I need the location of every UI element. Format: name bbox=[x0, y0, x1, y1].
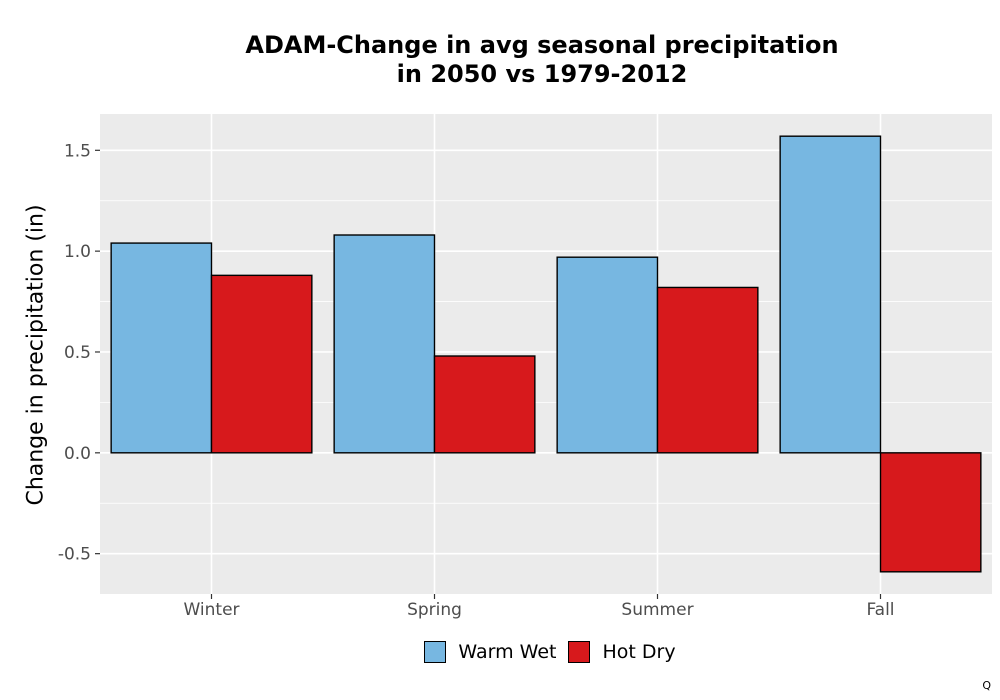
legend-item-warm-wet: Warm Wet bbox=[424, 641, 556, 663]
bar-hot-dry-winter bbox=[210, 274, 313, 454]
legend: Warm Wet Hot Dry bbox=[0, 641, 1000, 663]
y-tick-label: 0.0 bbox=[64, 444, 91, 464]
bar-warm-wet-winter bbox=[110, 242, 213, 454]
corner-mark: Q bbox=[982, 679, 991, 692]
x-tick-label: Fall bbox=[866, 600, 894, 620]
legend-key-warm-wet bbox=[424, 641, 447, 663]
y-tick-label: -0.5 bbox=[58, 545, 91, 565]
bar-hot-dry-summer bbox=[656, 286, 759, 454]
bar-hot-dry-fall bbox=[879, 452, 982, 573]
bar-warm-wet-fall bbox=[779, 135, 882, 454]
legend-key-hot-dry bbox=[568, 641, 591, 663]
x-tick-label: Spring bbox=[407, 600, 462, 620]
x-tick-label: Winter bbox=[183, 600, 239, 620]
legend-label-warm-wet: Warm Wet bbox=[458, 641, 557, 663]
x-tick-label: Summer bbox=[621, 600, 693, 620]
bar-warm-wet-spring bbox=[333, 234, 436, 454]
bar-hot-dry-spring bbox=[433, 355, 536, 454]
chart-title: ADAM-Change in avg seasonal precipitatio… bbox=[245, 31, 839, 88]
bar-warm-wet-summer bbox=[556, 256, 659, 454]
y-tick-label: 1.5 bbox=[64, 141, 91, 161]
y-tick-label: 0.5 bbox=[64, 343, 91, 363]
legend-label-hot-dry: Hot Dry bbox=[602, 641, 676, 663]
y-tick-label: 1.0 bbox=[64, 242, 91, 262]
legend-item-hot-dry: Hot Dry bbox=[568, 641, 676, 663]
